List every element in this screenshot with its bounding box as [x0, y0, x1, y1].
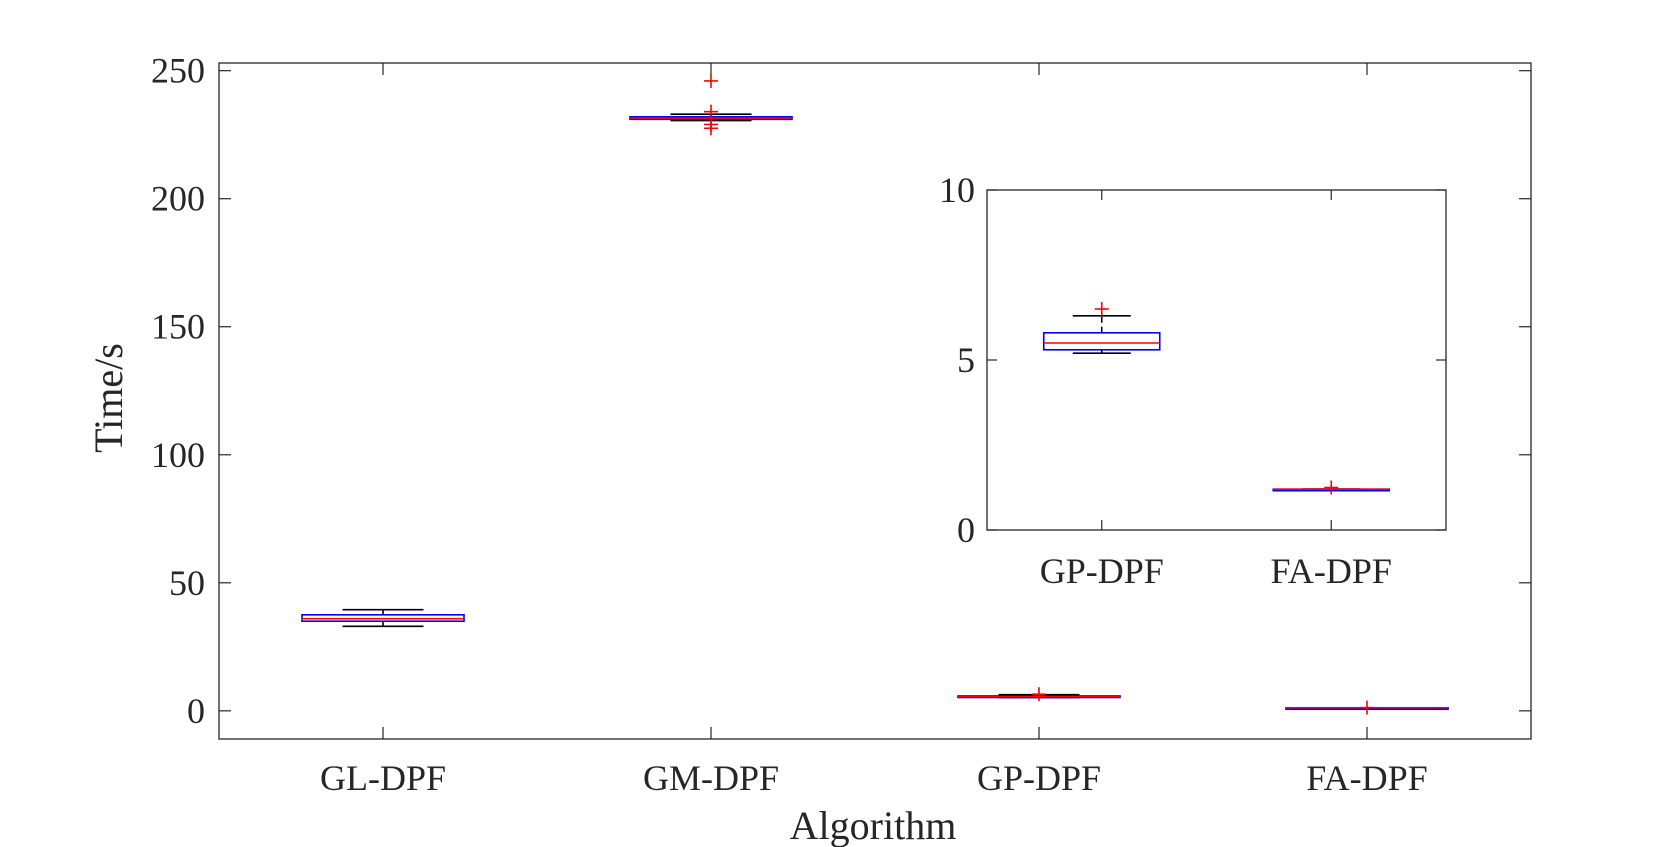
outlier-marker	[704, 104, 718, 119]
outlier-marker	[1094, 302, 1109, 316]
inset-y-tick-label: 0	[957, 510, 975, 550]
main-x-tick-label: FA-DPF	[1306, 758, 1427, 798]
main-x-tick-label: GP-DPF	[977, 758, 1101, 798]
x-axis-title: Algorithm	[790, 803, 957, 847]
outlier-marker	[1032, 687, 1046, 702]
inset-box-gp-dpf	[1042, 302, 1161, 355]
main-y-tick-label: 50	[169, 563, 205, 603]
main-box-gm-dpf	[629, 73, 793, 136]
inset-y-tick-label: 10	[939, 170, 975, 210]
main-x-tick-label: GL-DPF	[320, 758, 446, 798]
main-y-tick-label: 100	[151, 435, 205, 475]
main-x-tick-label: GM-DPF	[643, 758, 779, 798]
inset-plot: 0 5 10 GP-DPF FA-DPF	[939, 170, 1447, 591]
outlier-marker	[704, 121, 718, 136]
y-axis-title: Time/s	[86, 343, 131, 453]
inset-axes-frame	[986, 189, 1447, 531]
main-y-tick-label: 200	[151, 179, 205, 219]
outlier-marker	[1360, 700, 1374, 715]
outlier-marker	[1324, 480, 1339, 495]
main-axes-frame	[218, 62, 1532, 740]
main-y-tick-label: 150	[151, 307, 205, 347]
inset-box-fa-dpf	[1272, 480, 1391, 495]
inset-x-tick-label: FA-DPF	[1271, 551, 1392, 591]
main-y-tick-label: 250	[151, 51, 205, 91]
inset-x-tick-label: GP-DPF	[1040, 551, 1164, 591]
main-y-tick-label: 0	[187, 691, 205, 731]
outlier-marker	[704, 73, 718, 88]
iqr-box	[1042, 331, 1161, 351]
main-box-gl-dpf	[301, 608, 465, 628]
inset-y-tick-label: 5	[957, 340, 975, 380]
main-box-gp-dpf	[957, 687, 1121, 702]
main-box-fa-dpf	[1285, 700, 1449, 715]
